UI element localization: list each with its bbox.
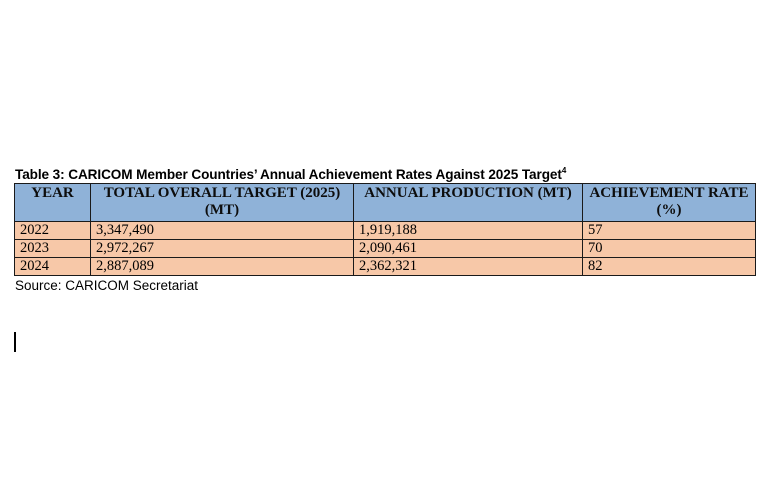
cell-target: 2,887,089 bbox=[90, 257, 354, 276]
caption-text: Table 3: CARICOM Member Countries’ Annua… bbox=[15, 167, 562, 182]
cell-production: 1,919,188 bbox=[353, 221, 583, 240]
header-total-target: TOTAL OVERALL TARGET (2025) (MT) bbox=[90, 183, 354, 222]
cell-year: 2024 bbox=[14, 257, 91, 276]
caption-footnote: 4 bbox=[561, 166, 567, 175]
cell-target: 3,347,490 bbox=[90, 221, 354, 240]
header-year: YEAR bbox=[14, 183, 91, 222]
cell-year: 2023 bbox=[14, 239, 91, 258]
cell-target: 2,972,267 bbox=[90, 239, 354, 258]
header-row: YEAR TOTAL OVERALL TARGET (2025) (MT) AN… bbox=[14, 183, 756, 222]
table-caption: Table 3: CARICOM Member Countries’ Annua… bbox=[15, 166, 756, 182]
header-achievement-rate: ACHIEVEMENT RATE (%) bbox=[582, 183, 756, 222]
header-annual-production: ANNUAL PRODUCTION (MT) bbox=[353, 183, 583, 222]
cell-production: 2,362,321 bbox=[353, 257, 583, 276]
table-row: 2023 2,972,267 2,090,461 70 bbox=[14, 239, 756, 258]
achievement-table: YEAR TOTAL OVERALL TARGET (2025) (MT) AN… bbox=[14, 183, 756, 276]
cell-rate: 82 bbox=[582, 257, 756, 276]
table-row: 2024 2,887,089 2,362,321 82 bbox=[14, 257, 756, 276]
table-row: 2022 3,347,490 1,919,188 57 bbox=[14, 221, 756, 240]
cell-year: 2022 bbox=[14, 221, 91, 240]
cell-production: 2,090,461 bbox=[353, 239, 583, 258]
source-note: Source: CARICOM Secretariat bbox=[15, 278, 199, 293]
document-body: Table 3: CARICOM Member Countries’ Annua… bbox=[14, 166, 756, 293]
cell-rate: 57 bbox=[582, 221, 756, 240]
text-cursor[interactable] bbox=[14, 332, 16, 352]
cell-rate: 70 bbox=[582, 239, 756, 258]
